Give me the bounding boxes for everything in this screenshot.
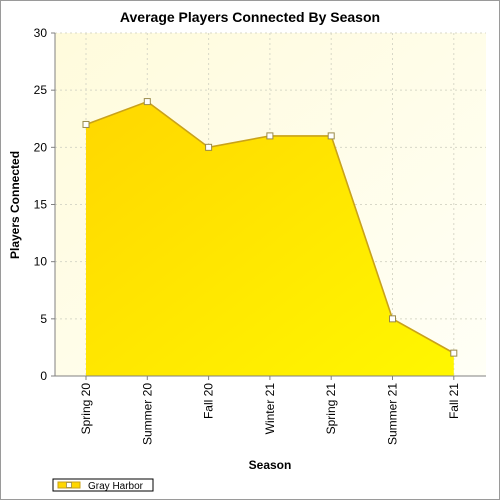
y-tick-label: 20: [34, 140, 48, 154]
y-axis-ticks: 0 5 10 15 20 25 30: [34, 26, 55, 383]
legend-label: Gray Harbor: [88, 481, 144, 492]
x-tick-label: Summer 20: [140, 383, 154, 445]
x-tick-label: Fall 21: [447, 383, 461, 419]
data-point: [327, 132, 335, 140]
y-tick-label: 5: [40, 312, 47, 326]
data-point: [205, 143, 213, 151]
x-axis-ticks: Spring 20 Summer 20 Fall 20 Winter 21 Spring…: [79, 376, 461, 445]
data-point: [389, 315, 396, 323]
data-point: [450, 349, 458, 357]
data-points: [82, 98, 458, 357]
data-point: [266, 132, 274, 140]
y-tick-label: 25: [34, 83, 48, 97]
area-fill: [86, 101, 454, 376]
y-tick-label: 15: [34, 198, 48, 212]
y-tick-label: 0: [40, 369, 47, 383]
series-area: [86, 101, 454, 376]
legend: Gray Harbor: [52, 478, 154, 492]
x-tick-label: Spring 21: [324, 383, 338, 435]
legend-marker-icon: [66, 482, 72, 488]
x-axis-title: Season: [249, 458, 292, 472]
chart-title: Average Players Connected By Season: [120, 9, 380, 25]
x-tick-label: Fall 20: [202, 383, 216, 419]
y-tick-label: 30: [34, 26, 48, 40]
y-tick-label: 10: [34, 255, 48, 269]
x-tick-label: Winter 21: [263, 383, 277, 435]
y-axis-title: Players Connected: [8, 151, 22, 259]
data-point: [82, 120, 90, 128]
x-tick-label: Spring 20: [79, 383, 93, 435]
x-tick-label: Summer 21: [386, 383, 400, 445]
data-point: [143, 98, 151, 106]
